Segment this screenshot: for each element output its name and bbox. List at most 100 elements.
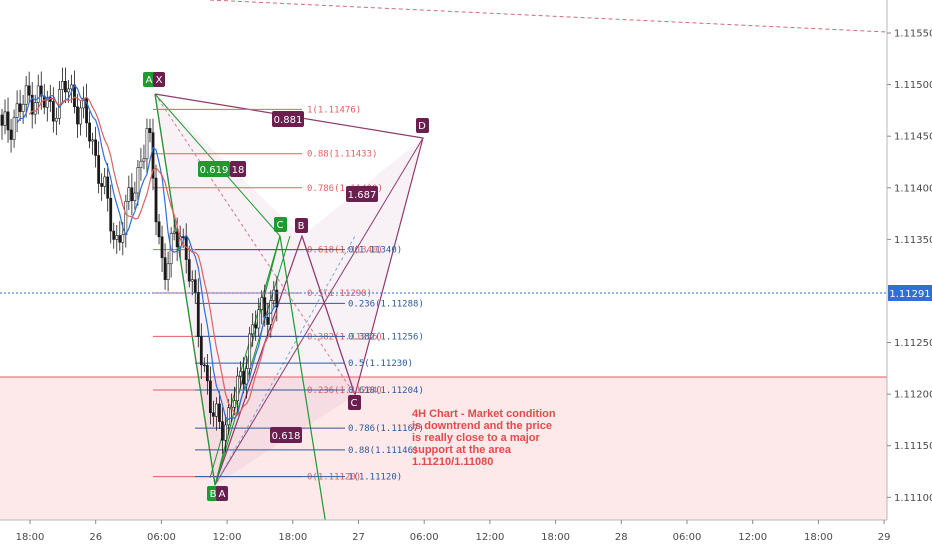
candle-body xyxy=(60,81,64,90)
fib-blue-level-label: 0.786(1.11167) xyxy=(348,424,424,434)
candle-body xyxy=(187,259,191,282)
time-tick-label: 18:00 xyxy=(278,532,307,543)
candle-body xyxy=(193,279,197,293)
candle-body xyxy=(263,297,267,318)
candle-body xyxy=(106,176,110,199)
fib-blue-level-label: 1(1.11120) xyxy=(348,473,402,483)
time-tick-label: 18:00 xyxy=(16,532,45,543)
ratio-tag-18-text: 18 xyxy=(232,165,245,176)
ratio-tag-0619-text: 0.619 xyxy=(200,165,229,176)
price-tick-label: 1.11550 xyxy=(894,29,932,40)
time-tick-label: 06:00 xyxy=(673,532,702,543)
ratio-tag-0618: 0.618 xyxy=(270,427,302,443)
candle-body xyxy=(166,263,170,280)
ratio-tag-1687: 1.687 xyxy=(346,186,378,202)
candle-body xyxy=(139,160,143,168)
candle-body xyxy=(15,103,19,118)
candlestick-series xyxy=(0,67,279,454)
moving-average-blue xyxy=(16,84,278,421)
candle-body xyxy=(208,380,212,413)
candle-body xyxy=(160,236,164,258)
pattern-point-c-green-label: C xyxy=(277,220,284,231)
candle-body xyxy=(130,187,134,201)
candle-body xyxy=(18,103,22,112)
candle-body xyxy=(0,114,4,126)
candle-body xyxy=(248,333,252,369)
harmonic-diag-1 xyxy=(214,137,424,486)
price-tick-label: 1.11400 xyxy=(894,183,932,194)
dashed-trend-line xyxy=(209,0,888,33)
candle-body xyxy=(172,231,176,234)
pattern-point-a-bottom[interactable]: A xyxy=(216,486,228,501)
candle-body xyxy=(236,375,239,402)
candle-body xyxy=(67,88,70,93)
time-tick-label: 27 xyxy=(352,532,365,543)
candle-body xyxy=(115,235,119,240)
candle-body xyxy=(190,279,194,282)
pattern-point-a-top[interactable]: X xyxy=(153,72,165,87)
harmonic-dashed-2 xyxy=(154,93,356,396)
candle-body xyxy=(275,289,279,308)
candle-body xyxy=(85,97,88,124)
pattern-point-b-purple[interactable]: B xyxy=(295,218,308,233)
candle-body xyxy=(82,97,85,109)
pattern-point-x-label: A xyxy=(146,75,153,86)
candle-body xyxy=(64,81,67,93)
candle-body xyxy=(212,412,215,417)
time-tick-label: 12:00 xyxy=(738,532,767,543)
time-axis-panel[interactable] xyxy=(0,520,932,550)
green-pattern-line xyxy=(154,93,331,550)
pattern-point-c-purple[interactable]: C xyxy=(348,395,361,410)
candle-body xyxy=(33,102,37,115)
price-tick-label: 1.11350 xyxy=(894,235,932,246)
ratio-tag-0619: 0.619 xyxy=(198,161,230,177)
candle-body xyxy=(21,103,25,112)
price-tick-label: 1.11100 xyxy=(894,493,932,504)
fib-red-level-label: 0.618(1.11340) xyxy=(307,246,383,256)
candle-body xyxy=(121,234,125,243)
candle-body xyxy=(254,324,258,329)
candle-body xyxy=(54,117,58,122)
moving-average-red xyxy=(28,96,278,416)
candle-body xyxy=(260,297,264,311)
price-tick-label: 1.11150 xyxy=(894,441,932,452)
price-axis-panel[interactable] xyxy=(887,0,932,520)
candle-body xyxy=(154,177,158,223)
candle-body xyxy=(175,231,179,248)
candle-body xyxy=(227,407,230,426)
candle-body xyxy=(272,289,276,301)
candle-body xyxy=(112,230,116,240)
candle-body xyxy=(151,132,155,179)
candle-body xyxy=(239,371,242,377)
price-tick-label: 1.11200 xyxy=(894,390,932,401)
candle-body xyxy=(142,158,146,162)
candle-body xyxy=(70,84,73,90)
fib-blue-level-label: 0.618(1.11204) xyxy=(348,386,424,396)
current-price-text: 1.11291 xyxy=(889,289,930,300)
pattern-point-c-green[interactable]: C xyxy=(274,217,287,232)
candle-body xyxy=(12,117,16,140)
candle-body xyxy=(157,221,161,238)
fib-red-level-label: 1(1.11476) xyxy=(307,105,361,115)
pattern-point-x[interactable]: A xyxy=(143,72,155,87)
harmonic-diag-2 xyxy=(301,235,356,396)
pattern-point-c-purple-label: C xyxy=(351,398,358,409)
pattern-point-b-bottom-label: B xyxy=(210,489,217,500)
candle-body xyxy=(148,128,152,133)
price-tick-label: 1.11500 xyxy=(894,80,932,91)
price-tick-label: 1.11250 xyxy=(894,338,932,349)
time-tick-label: 18:00 xyxy=(541,532,570,543)
time-tick-label: 18:00 xyxy=(804,532,833,543)
time-tick-label: 28 xyxy=(615,532,628,543)
green-pattern-diag-2 xyxy=(214,235,291,486)
time-tick-label: 06:00 xyxy=(147,532,176,543)
pattern-point-a-bottom-label: A xyxy=(219,489,226,500)
candle-body xyxy=(76,106,79,125)
fib-blue-level-label: 0.382(1.11256) xyxy=(348,332,424,342)
candle-body xyxy=(215,403,218,417)
candle-body xyxy=(221,421,224,441)
pattern-point-d[interactable]: D xyxy=(416,118,429,133)
fib-blue-level-label: 0(1.11340) xyxy=(348,246,402,256)
candle-body xyxy=(97,155,101,184)
